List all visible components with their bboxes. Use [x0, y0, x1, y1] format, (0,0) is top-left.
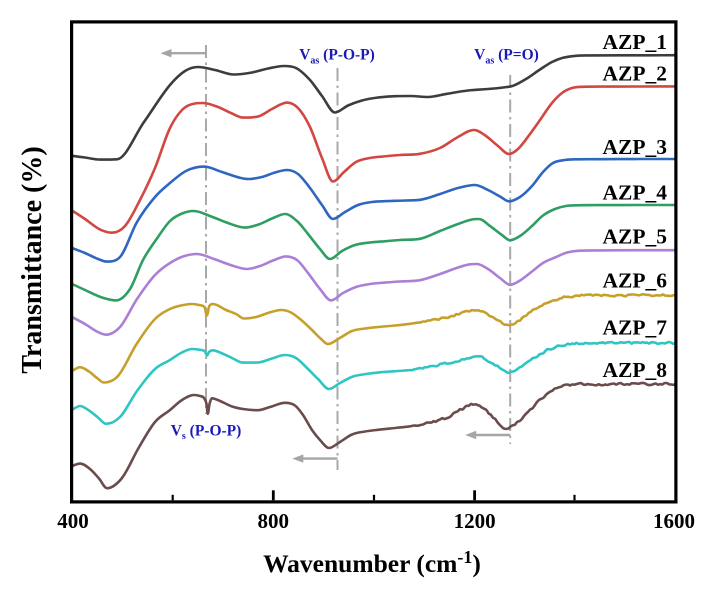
- svg-text:AZP_8: AZP_8: [603, 358, 668, 382]
- svg-text:Vs (P-O-P): Vs (P-O-P): [171, 423, 242, 443]
- svg-text:Vas (P=O): Vas (P=O): [474, 47, 539, 67]
- svg-text:Wavenumber (cm-1): Wavenumber (cm-1): [263, 547, 481, 578]
- svg-text:800: 800: [258, 509, 290, 533]
- svg-text:AZP_4: AZP_4: [603, 180, 668, 204]
- svg-text:AZP_2: AZP_2: [603, 61, 668, 85]
- svg-text:AZP_3: AZP_3: [603, 135, 668, 159]
- svg-text:AZP_5: AZP_5: [603, 224, 668, 248]
- svg-text:Transmittance (%): Transmittance (%): [17, 146, 48, 373]
- svg-text:AZP_7: AZP_7: [603, 315, 668, 339]
- svg-text:AZP_6: AZP_6: [603, 268, 668, 292]
- svg-text:1200: 1200: [454, 509, 496, 533]
- svg-text:1600: 1600: [653, 509, 695, 533]
- svg-text:400: 400: [57, 509, 89, 533]
- svg-text:AZP_1: AZP_1: [603, 30, 668, 54]
